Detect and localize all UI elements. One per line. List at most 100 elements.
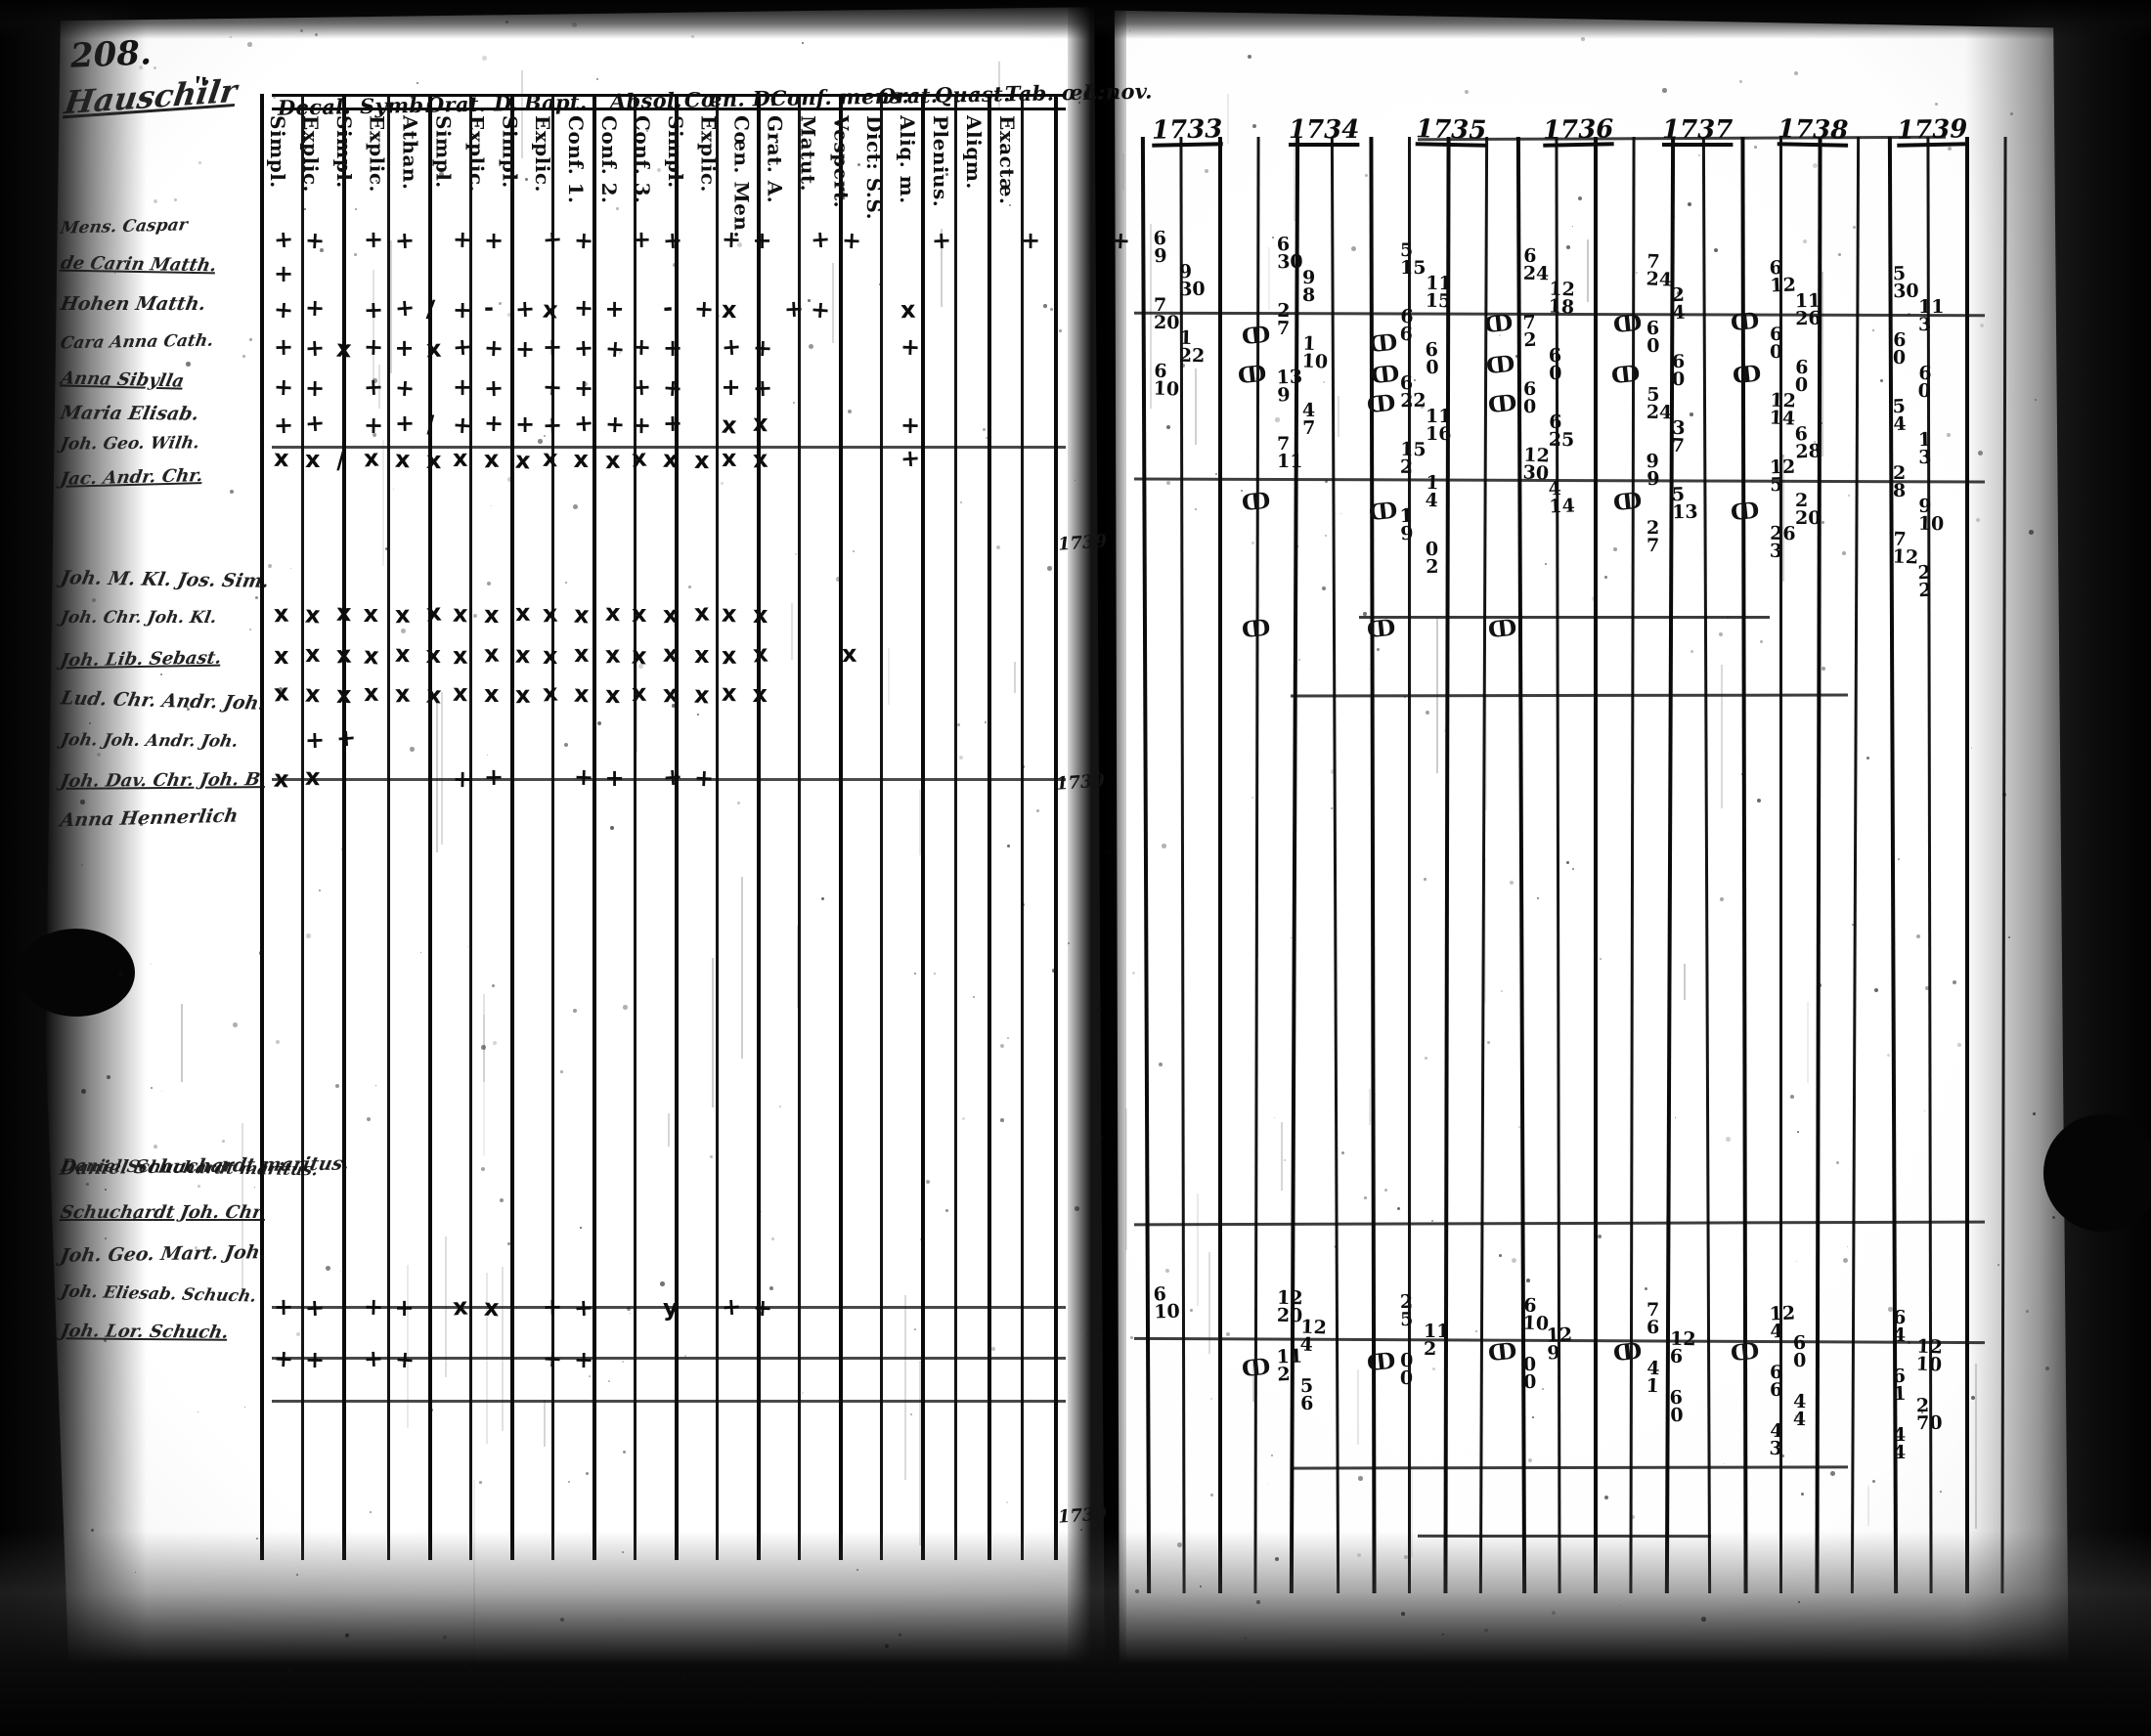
examination-mark: + [542, 374, 562, 399]
examination-mark: x [425, 449, 441, 472]
scan-speckle [660, 1281, 665, 1286]
scan-speckle [443, 1635, 447, 1639]
examination-mark: + [335, 725, 357, 750]
scan-speckle [198, 1185, 200, 1188]
scan-speckle [1598, 1235, 1602, 1238]
examination-mark: x [573, 682, 590, 707]
scan-speckle [260, 427, 264, 431]
scan-speckle [638, 664, 643, 669]
scan-scratch [1867, 1486, 1869, 1526]
tally-entry: 54 [1892, 398, 1907, 434]
examination-mark: + [752, 376, 772, 401]
scan-speckle [1298, 659, 1300, 661]
register-name-entry: de Carin Matth. [59, 253, 218, 277]
scan-speckle [1797, 1131, 1799, 1133]
scan-speckle [1484, 1628, 1488, 1632]
examination-mark: x [304, 602, 321, 627]
scan-speckle [1741, 773, 1743, 775]
sub-column-caption-13: Explic. [697, 115, 721, 193]
scan-speckle [665, 649, 668, 652]
sub-column-caption-19: Aliq. m. [896, 115, 919, 204]
examination-mark: + [721, 228, 741, 252]
scan-scratch [373, 270, 374, 380]
tally-entry: 15 2 [1400, 441, 1427, 477]
tally-entry: 27 [1646, 519, 1659, 554]
scan-speckle [279, 687, 283, 691]
ditto-curl-mark: ↀ [1730, 308, 1761, 337]
tally-entry: 44 [1793, 1393, 1807, 1428]
examination-mark: x [752, 412, 768, 436]
scan-scratch [676, 971, 678, 1143]
examination-mark: x [515, 683, 531, 708]
tally-entry: 60 [1893, 331, 1907, 367]
scan-speckle [580, 1227, 582, 1229]
scan-speckle [1251, 542, 1254, 544]
sub-column-caption-17: Vespert. [829, 115, 853, 208]
examination-mark: + [453, 298, 473, 322]
register-name-entry: Jac. Andr. Chr. [59, 465, 204, 490]
examination-mark: x [273, 602, 289, 627]
tally-entry: 47 [1302, 402, 1316, 437]
scan-speckle [2033, 1112, 2036, 1115]
scan-speckle [270, 1678, 272, 1680]
tally-entry: 11 15 [1426, 275, 1452, 311]
scan-speckle [1325, 480, 1328, 483]
tally-entry: 5 13 [1672, 486, 1698, 522]
tally-entry: 66 [1770, 1364, 1782, 1399]
scan-speckle [1036, 809, 1039, 812]
scan-scratch [1436, 619, 1438, 773]
examination-mark: x [425, 337, 441, 362]
examination-mark: x [452, 602, 468, 627]
scan-speckle [385, 547, 388, 550]
scan-speckle [1604, 1496, 1608, 1499]
scan-speckle [1592, 596, 1597, 601]
examination-mark: x [542, 297, 558, 322]
table-rule-horizontal [1291, 1465, 1848, 1469]
examination-mark: + [573, 765, 593, 790]
examination-mark: x [573, 642, 589, 666]
examination-mark: x [693, 682, 710, 707]
binding-notch-lower [2043, 1114, 2151, 1232]
tally-entry: 12 14 [1769, 391, 1796, 427]
examination-mark: + [394, 295, 416, 320]
scan-speckle [1532, 1416, 1534, 1418]
scan-scratch [888, 648, 890, 705]
examination-mark: x [305, 642, 321, 666]
tally-entry: 60 [1425, 341, 1439, 377]
examination-mark: + [783, 296, 804, 321]
table-rule-vertical [634, 94, 637, 1560]
examination-mark: + [305, 296, 326, 321]
examination-mark: x [752, 603, 768, 627]
sub-column-caption-9: Conf. 1. [564, 115, 588, 204]
examination-mark: + [542, 335, 562, 359]
scan-speckle [1424, 878, 1427, 881]
scan-speckle [1947, 433, 1951, 437]
scan-speckle [1080, 1529, 1082, 1531]
scan-speckle [1210, 1494, 1213, 1497]
scan-speckle [1210, 1398, 1212, 1400]
scan-speckle [1645, 1287, 1647, 1290]
register-name-entry: Joh. M. Kl. Jos. Sim. [59, 567, 271, 592]
ditto-curl-mark: ↀ [1370, 361, 1401, 390]
tally-entry: 19 [1399, 507, 1414, 543]
examination-mark: x [631, 446, 647, 470]
examination-mark: + [663, 336, 682, 360]
table-rule-vertical [1331, 137, 1339, 1593]
examination-mark: + [274, 413, 294, 438]
sub-column-caption-8: Explic. [531, 115, 554, 193]
scan-speckle [1818, 983, 1822, 987]
scan-scratch [1807, 1002, 1809, 1083]
examination-mark: x [484, 603, 500, 627]
scan-speckle [1790, 1095, 1794, 1099]
table-rule-vertical [716, 94, 719, 1560]
ditto-curl-mark: ↀ [1487, 390, 1518, 419]
table-rule-vertical [1740, 137, 1747, 1593]
scan-speckle [1132, 972, 1135, 975]
scan-speckle [533, 97, 536, 100]
scan-speckle [1852, 924, 1854, 926]
examination-mark: x [721, 298, 736, 322]
ditto-curl-mark: ↀ [1366, 390, 1397, 419]
examination-mark: x [604, 683, 620, 707]
scan-speckle [249, 338, 252, 341]
scan-speckle [1165, 1269, 1169, 1273]
